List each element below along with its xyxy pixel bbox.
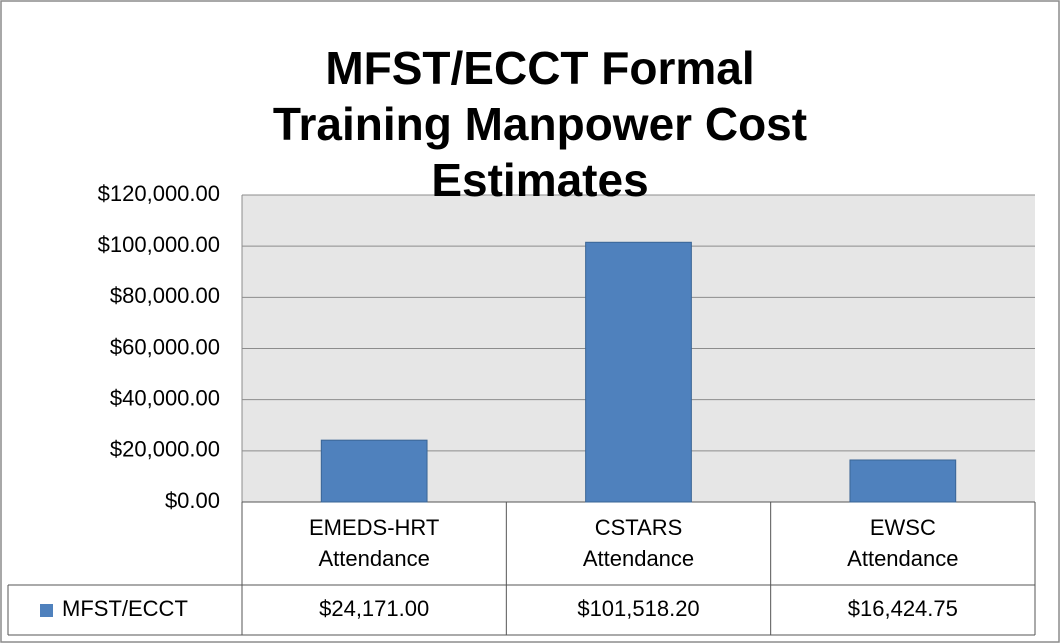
- value-label: $24,171.00: [319, 596, 429, 621]
- y-tick-label: $20,000.00: [110, 437, 220, 462]
- bar: [320, 439, 428, 503]
- x-tick-label: CSTARS Attendance: [582, 515, 695, 571]
- y-tick-label: $0.00: [165, 488, 220, 513]
- value-label: $101,518.20: [577, 596, 699, 621]
- chart-title: MFST/ECCT Formal Training Manpower Cost …: [272, 42, 808, 206]
- bar: [585, 241, 692, 503]
- x-tick-label: EMEDS-HRT Attendance: [308, 515, 440, 571]
- legend-label: MFST/ECCT: [62, 596, 188, 621]
- y-tick-label: $40,000.00: [110, 385, 220, 410]
- y-tick-label: $120,000.00: [98, 181, 220, 206]
- y-tick-label: $100,000.00: [98, 232, 220, 257]
- x-tick-label: EWSC Attendance: [847, 515, 959, 571]
- value-label: $16,424.75: [848, 596, 958, 621]
- legend-swatch: [40, 604, 53, 617]
- y-tick-label: $60,000.00: [110, 334, 220, 359]
- bar: [849, 459, 957, 503]
- y-tick-label: $80,000.00: [110, 283, 220, 308]
